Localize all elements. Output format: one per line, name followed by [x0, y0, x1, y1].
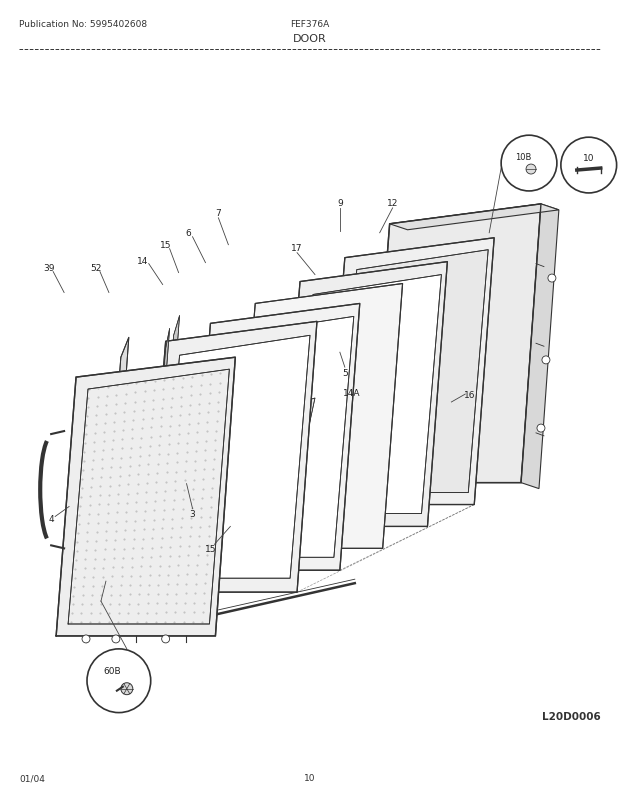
Polygon shape: [293, 275, 441, 514]
Polygon shape: [370, 205, 541, 483]
Polygon shape: [280, 262, 448, 527]
Text: 12: 12: [387, 199, 398, 209]
Circle shape: [561, 138, 617, 194]
Circle shape: [501, 136, 557, 192]
Polygon shape: [146, 322, 317, 593]
Polygon shape: [190, 304, 360, 570]
Text: 4: 4: [48, 514, 54, 524]
Text: 10: 10: [304, 773, 316, 782]
Text: 3: 3: [190, 509, 195, 518]
Polygon shape: [236, 284, 402, 549]
Polygon shape: [154, 316, 180, 585]
Text: 5: 5: [342, 368, 348, 377]
Text: 15: 15: [205, 544, 216, 553]
Polygon shape: [337, 250, 488, 493]
Circle shape: [112, 635, 120, 643]
Polygon shape: [160, 336, 310, 578]
Text: 7: 7: [216, 209, 221, 218]
Text: 17: 17: [291, 244, 303, 253]
Text: 16: 16: [464, 390, 475, 399]
Text: 14: 14: [137, 257, 148, 265]
Text: DOOR: DOOR: [293, 34, 327, 43]
Polygon shape: [146, 329, 170, 593]
Polygon shape: [389, 205, 559, 230]
Circle shape: [548, 275, 556, 282]
Circle shape: [537, 424, 545, 432]
Text: 15: 15: [160, 241, 171, 250]
Text: 14A: 14A: [343, 388, 361, 397]
Text: L20D0006: L20D0006: [542, 711, 601, 721]
Circle shape: [121, 683, 133, 695]
Circle shape: [526, 165, 536, 175]
Circle shape: [87, 649, 151, 713]
Text: 10B: 10B: [515, 152, 531, 161]
Text: eReplacementParts.com: eReplacementParts.com: [234, 427, 386, 439]
Polygon shape: [325, 238, 494, 505]
Text: 39: 39: [43, 264, 55, 273]
Polygon shape: [285, 406, 348, 499]
Text: FEF376A: FEF376A: [290, 20, 330, 29]
Polygon shape: [56, 358, 236, 636]
Text: 01/04: 01/04: [19, 773, 45, 782]
Text: 10: 10: [583, 153, 595, 162]
Polygon shape: [101, 338, 129, 614]
Circle shape: [82, 635, 90, 643]
Polygon shape: [521, 205, 559, 489]
Polygon shape: [203, 317, 354, 557]
Text: Publication No: 5995402608: Publication No: 5995402608: [19, 20, 148, 29]
Text: 9: 9: [337, 199, 343, 209]
Text: 52: 52: [91, 264, 102, 273]
Text: 6: 6: [185, 229, 192, 238]
Polygon shape: [231, 399, 315, 491]
Circle shape: [162, 635, 170, 643]
Text: 60B: 60B: [103, 666, 121, 675]
Circle shape: [542, 356, 550, 364]
